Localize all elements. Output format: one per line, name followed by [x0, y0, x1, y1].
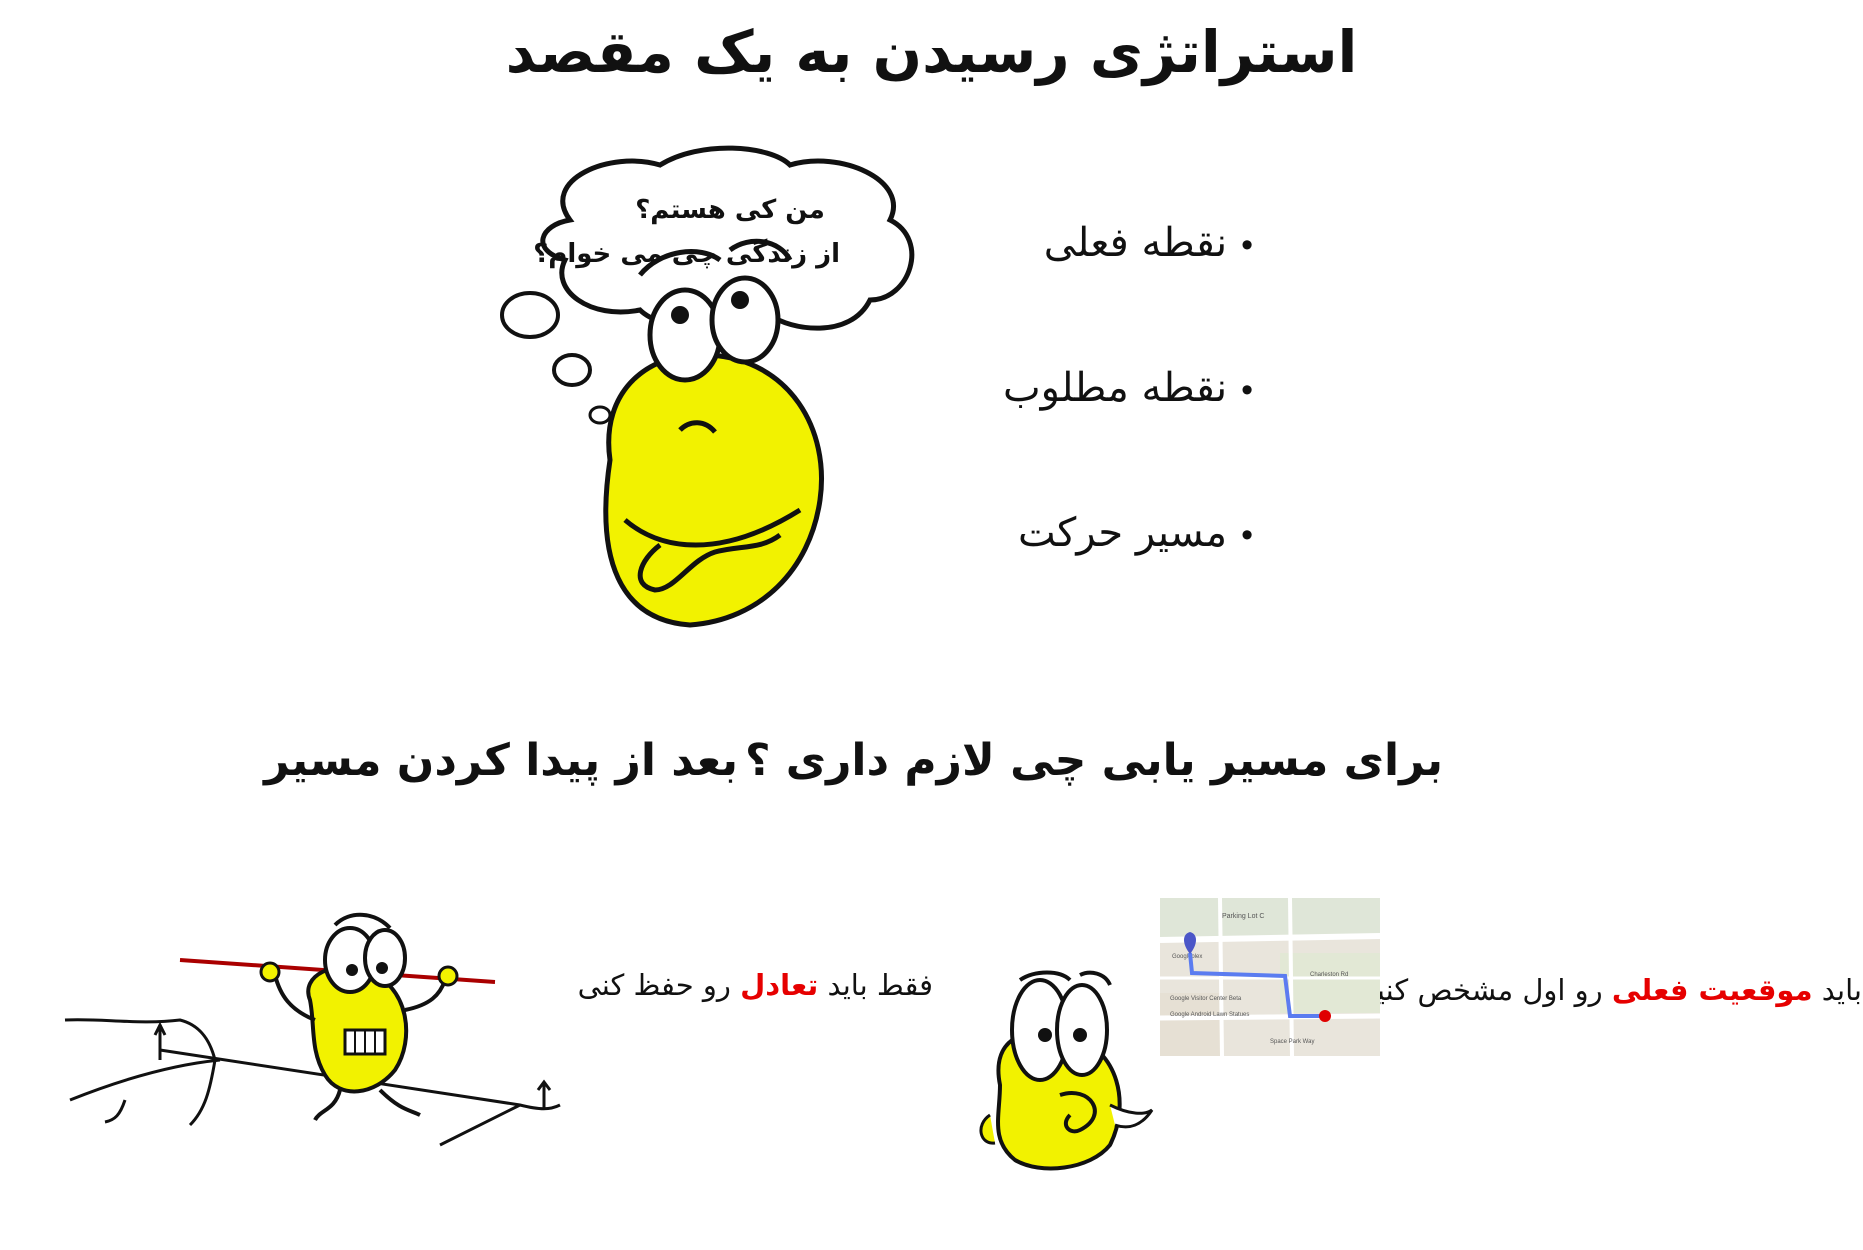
map-label-googleplex: Googleplex [1172, 954, 1202, 960]
left-section-heading: بعد از پیدا کردن مسیر [264, 735, 738, 786]
balancing-character-illustration [64, 912, 561, 1147]
route-line [1188, 952, 1325, 1018]
page-title: استراتژی رسیدن به یک مقصد [505, 18, 1359, 86]
character-body [603, 352, 824, 628]
left-caption-prefix: فقط باید [818, 968, 934, 1002]
character-eye-left [647, 287, 723, 383]
right-caption-suffix: رو اول مشخص کنید [1361, 973, 1612, 1007]
bullet-item-current-point: نقطه فعلی [1003, 215, 1253, 360]
right-caption-highlight: موقعیت فعلی [1611, 973, 1813, 1007]
map-label-charleston: Charleston Rd [1310, 972, 1348, 978]
bullet-list: نقطه فعلی نقطه مطلوب مسیر حرکت [1003, 215, 1253, 650]
thought-cloud [540, 145, 915, 333]
left-caption-highlight: تعادل [740, 968, 819, 1002]
thinking-character-illustration [500, 145, 915, 628]
left-caption-suffix: رو حفظ کنی [577, 968, 741, 1002]
thought-line-1: من کی هستم؟ [635, 195, 825, 225]
right-section-caption: باید موقعیت فعلی رو اول مشخص کنید [1362, 973, 1862, 1007]
character-eye-right [709, 275, 781, 365]
bullet-item-desired-point: نقطه مطلوب [1003, 360, 1253, 505]
thought-text: من کی هستم؟ از زندگی چی می خوام؟ [533, 188, 840, 276]
right-section-heading: برای مسیر یابی چی لازم داری ؟ [744, 735, 1443, 786]
left-section-caption: فقط باید تعادل رو حفظ کنی [578, 968, 933, 1002]
thought-line-2: از زندگی چی می خوام؟ [533, 239, 840, 269]
destination-dot [1319, 1010, 1331, 1022]
map-pin-icon [1184, 932, 1196, 954]
map-label-android-statues: Google Android Lawn Statues [1170, 1012, 1249, 1018]
pondering-character-illustration [979, 970, 1154, 1171]
bullet-item-movement-path: مسیر حرکت [1003, 505, 1253, 650]
route-map-image: Parking Lot C Google Visitor Center Beta… [1160, 898, 1380, 1056]
map-label-visitor-center: Google Visitor Center Beta [1170, 996, 1242, 1002]
map-label-parking: Parking Lot C [1222, 913, 1264, 920]
map-label-space-park: Space Park Way [1270, 1039, 1314, 1045]
right-caption-prefix: باید [1812, 973, 1862, 1007]
